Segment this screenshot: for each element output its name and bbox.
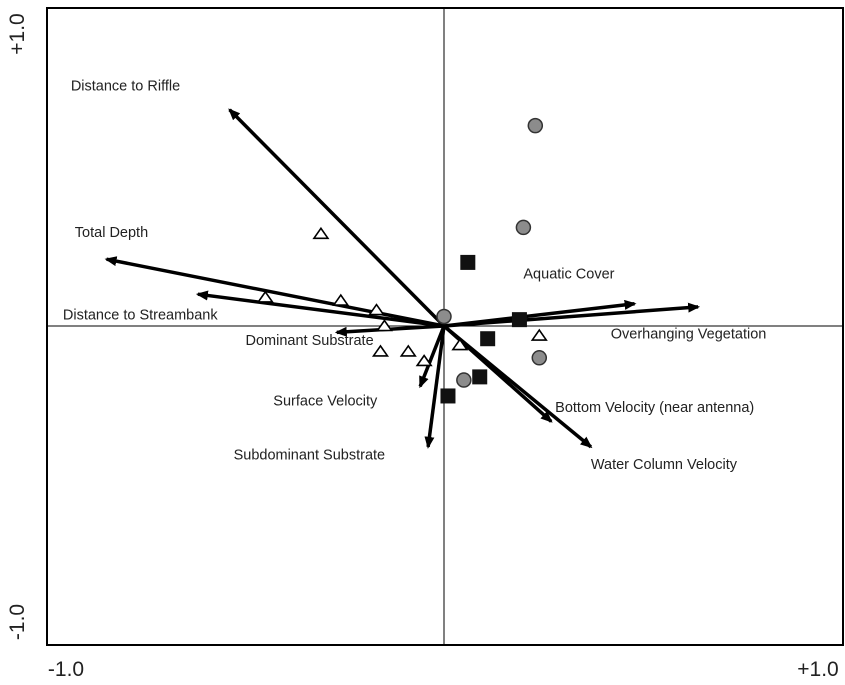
triangle-marker [530, 328, 548, 341]
triangle-marker [415, 354, 433, 367]
y-axis-min-label: -1.0 [6, 604, 29, 640]
vector-arrow [418, 325, 446, 389]
square-marker [460, 254, 476, 270]
points-layer [256, 117, 548, 404]
vector-labels-layer: Distance to Riffle Total Depth Distance to… [63, 79, 766, 473]
circle-marker [436, 308, 452, 325]
circle-marker [531, 350, 548, 366]
triangle-marker [367, 303, 386, 316]
x-axis-max-label: +1.0 [797, 658, 838, 681]
vector-label: Dominant Substrate [246, 333, 374, 349]
square-marker [472, 369, 488, 385]
vector-label: Distance to Streambank [63, 308, 218, 324]
triangle-marker [312, 226, 330, 240]
triangle-marker [371, 344, 390, 357]
vector-arrow [104, 256, 445, 328]
y-axis-max-label: +1.0 [6, 13, 29, 54]
square-marker [480, 331, 496, 347]
triangle-marker [332, 293, 350, 306]
circle-marker [456, 372, 472, 388]
vector-layer [104, 108, 701, 449]
vector-arrow [195, 290, 445, 328]
triangle-marker [399, 344, 417, 357]
circle-marker [515, 219, 532, 236]
vector-label: Overhanging Vegetation [611, 327, 767, 343]
square-marker [440, 388, 456, 404]
vector-label: Distance to Riffle [71, 79, 180, 95]
vector-arrow [443, 302, 701, 328]
vector-label: Subdominant Substrate [234, 448, 386, 464]
vector-arrow [442, 324, 593, 449]
triangle-marker [256, 290, 274, 303]
vector-arrow [228, 108, 446, 328]
triangle-marker [451, 338, 469, 351]
circle-marker [527, 117, 544, 134]
vector-label: Surface Velocity [273, 394, 378, 410]
x-axis-min-label: -1.0 [48, 658, 84, 681]
triangle-marker [375, 319, 393, 332]
vector-label: Total Depth [75, 225, 148, 241]
vector-arrow [424, 325, 446, 449]
square-marker [511, 312, 527, 328]
vector-label: Aquatic Cover [523, 266, 614, 282]
vector-label: Water Column Velocity [591, 457, 738, 473]
vector-label: Bottom Velocity (near antenna) [555, 400, 754, 416]
